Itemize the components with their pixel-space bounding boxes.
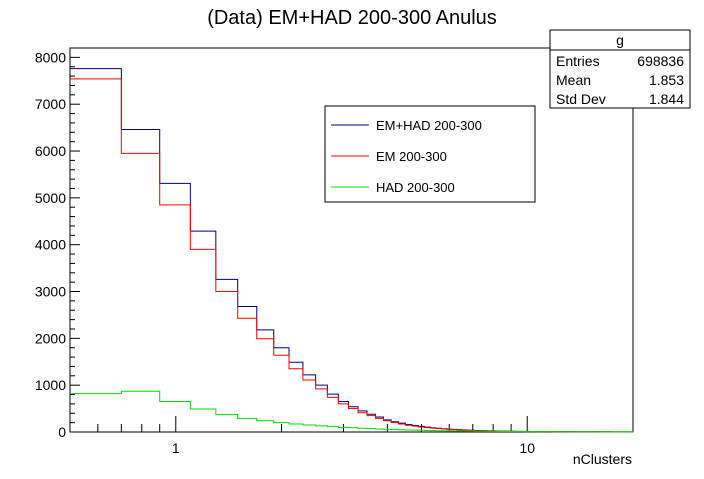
- y-tick-label: 7000: [35, 96, 66, 112]
- legend-box: [324, 105, 536, 203]
- y-tick-label: 4000: [35, 237, 66, 253]
- stats-box: g Entries 698836 Mean 1.853 Std Dev 1.844: [549, 29, 691, 109]
- y-tick-label: 8000: [35, 49, 66, 65]
- plot-frame: [69, 47, 634, 433]
- y-tick-label: 1000: [35, 377, 66, 393]
- legend-label: EM+HAD 200-300: [376, 118, 482, 133]
- y-tick-label: 0: [58, 424, 66, 440]
- x-axis: 1 10: [69, 416, 634, 456]
- stats-row-label: Entries: [556, 53, 600, 69]
- x-tick-label: 10: [519, 440, 535, 456]
- series-layer: [70, 68, 633, 433]
- stats-row-value: 698836: [637, 53, 684, 69]
- series-line-had-200-300: [70, 390, 633, 433]
- legend-label: HAD 200-300: [376, 180, 455, 195]
- chart-title: (Data) EM+HAD 200-300 Anulus: [207, 7, 497, 29]
- x-tick-label: 1: [172, 440, 180, 456]
- stats-row-label: Mean: [556, 72, 591, 88]
- legend-label: EM 200-300: [376, 149, 447, 164]
- y-tick-label: 3000: [35, 284, 66, 300]
- stats-row-value: 1.844: [649, 91, 684, 107]
- y-tick-label: 5000: [35, 190, 66, 206]
- y-tick-label: 6000: [35, 143, 66, 159]
- y-axis: 0 1000 2000 3000 4000 5000 6000 7000 8000: [35, 49, 80, 440]
- stats-row-label: Std Dev: [556, 91, 606, 107]
- x-axis-label: nClusters: [573, 451, 632, 467]
- stats-box-title: g: [616, 32, 624, 48]
- y-tick-label: 2000: [35, 330, 66, 346]
- stats-box-frame: [549, 29, 691, 109]
- stats-row-value: 1.853: [649, 72, 684, 88]
- legend: EM+HAD 200-300 EM 200-300 HAD 200-300: [324, 105, 536, 203]
